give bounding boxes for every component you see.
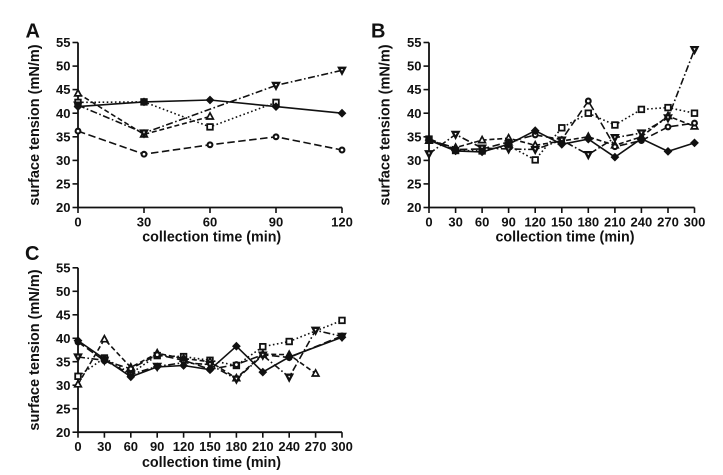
svg-text:collection time (min): collection time (min) [142,455,281,471]
svg-text:B: B [371,21,385,43]
svg-text:surface tension (mN/m): surface tension (mN/m) [27,269,43,430]
svg-text:40: 40 [56,106,70,121]
svg-text:270: 270 [657,215,679,230]
svg-text:20: 20 [407,200,421,215]
svg-text:40: 40 [407,106,421,121]
svg-text:45: 45 [407,82,421,97]
svg-text:0: 0 [74,439,81,454]
svg-text:90: 90 [150,439,164,454]
svg-text:30: 30 [56,153,70,168]
svg-text:35: 35 [56,129,70,144]
svg-text:60: 60 [475,215,489,230]
svg-text:60: 60 [203,215,217,230]
svg-text:20: 20 [56,200,70,215]
svg-text:25: 25 [56,177,70,192]
svg-text:50: 50 [56,284,70,299]
svg-text:30: 30 [137,215,151,230]
svg-text:180: 180 [226,439,248,454]
svg-text:90: 90 [501,215,515,230]
svg-text:collection time (min): collection time (min) [495,230,634,246]
svg-text:55: 55 [56,260,70,275]
svg-text:120: 120 [173,439,195,454]
svg-text:150: 150 [199,439,221,454]
svg-text:50: 50 [407,59,421,74]
svg-text:collection time (min): collection time (min) [142,230,281,246]
svg-text:210: 210 [604,215,626,230]
svg-text:25: 25 [407,177,421,192]
svg-text:55: 55 [56,35,70,50]
svg-text:300: 300 [331,439,353,454]
svg-text:90: 90 [269,215,283,230]
svg-text:150: 150 [551,215,573,230]
svg-text:50: 50 [56,59,70,74]
svg-text:25: 25 [56,401,70,416]
svg-text:30: 30 [448,215,462,230]
svg-text:120: 120 [331,215,353,230]
svg-text:240: 240 [631,215,653,230]
svg-text:0: 0 [425,215,432,230]
svg-text:A: A [26,21,40,43]
svg-text:300: 300 [684,215,706,230]
svg-text:120: 120 [524,215,546,230]
svg-text:60: 60 [124,439,138,454]
svg-text:240: 240 [278,439,300,454]
svg-text:surface tension (mN/m): surface tension (mN/m) [27,44,43,205]
svg-text:30: 30 [407,153,421,168]
svg-text:40: 40 [56,331,70,346]
svg-text:45: 45 [56,82,70,97]
svg-text:0: 0 [74,215,81,230]
svg-text:30: 30 [97,439,111,454]
svg-text:35: 35 [407,129,421,144]
svg-text:20: 20 [56,425,70,440]
svg-text:55: 55 [407,35,421,50]
svg-text:270: 270 [305,439,327,454]
svg-text:C: C [25,243,39,265]
svg-text:30: 30 [56,378,70,393]
svg-text:180: 180 [577,215,599,230]
svg-text:surface tension (mN/m): surface tension (mN/m) [377,44,393,205]
svg-text:210: 210 [252,439,274,454]
svg-text:35: 35 [56,354,70,369]
svg-text:45: 45 [56,307,70,322]
